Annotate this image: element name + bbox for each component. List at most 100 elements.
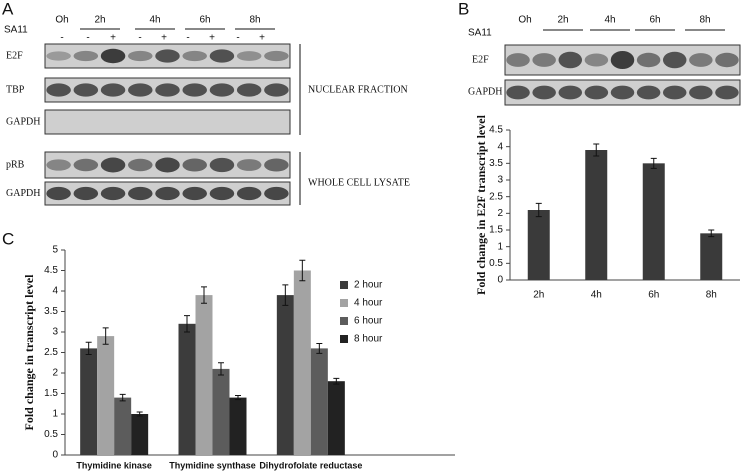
blot-band [209, 83, 235, 97]
blot-band [100, 186, 126, 201]
y-tick-label: 5 [52, 245, 58, 256]
time-label: 6h [649, 15, 660, 26]
treatment-label: SA11 [4, 25, 28, 36]
blot-band [236, 159, 262, 171]
error-bar [299, 259, 306, 282]
y-tick-label: 2 [497, 208, 503, 219]
x-tick-label: 8h [706, 290, 717, 301]
blot-band [209, 49, 235, 63]
x-tick-label: 6h [648, 290, 659, 301]
bar [310, 348, 328, 455]
error-bar [184, 315, 190, 333]
blot-band [264, 83, 289, 97]
time-label: 4h [149, 15, 160, 26]
blot-band [584, 53, 609, 67]
fraction-label: WHOLE CELL LYSATE [308, 177, 410, 188]
bar [293, 270, 311, 455]
sign-label: - [86, 33, 89, 44]
y-tick-label: 1 [497, 241, 503, 252]
blot-band [73, 50, 99, 62]
row-label: pRB [6, 159, 25, 170]
blot-band [182, 186, 207, 201]
blot-band [558, 85, 583, 100]
blot-band [182, 83, 207, 97]
sign-label: - [236, 33, 239, 44]
blot-band [558, 51, 583, 69]
error-bar [333, 377, 340, 385]
blot-band [236, 186, 262, 201]
blot-band [155, 49, 180, 63]
bar [178, 323, 196, 455]
bar [276, 295, 294, 455]
row-label: GAPDH [6, 188, 40, 199]
y-tick-label: 1 [52, 409, 58, 420]
blot-band [100, 157, 126, 173]
time-label: 2h [94, 15, 105, 26]
error-bar [235, 395, 241, 401]
row-label: GAPDH [6, 116, 40, 127]
error-bar [316, 342, 323, 354]
y-tick-label: 4.5 [489, 125, 503, 136]
blot-band [182, 158, 207, 172]
blot-band [46, 159, 71, 171]
y-axis-label: Fold change in transcript level [22, 274, 36, 431]
legend-label: 2 hour [354, 280, 383, 291]
y-tick-label: 4 [52, 286, 58, 297]
blot-band [128, 158, 153, 172]
y-tick-label: 3.5 [44, 306, 58, 317]
y-tick-label: 1.5 [44, 388, 58, 399]
x-tick-label: Thymidine synthase [169, 460, 256, 470]
blot-band [236, 51, 262, 61]
blot-band [209, 157, 235, 173]
blot-band [46, 51, 71, 61]
y-tick-label: 3.5 [489, 158, 503, 169]
error-bar [102, 327, 109, 345]
blot-band [636, 52, 661, 68]
blot-band [209, 186, 235, 201]
fraction-label: NUCLEAR FRACTION [308, 84, 408, 95]
y-tick-label: 2.5 [489, 191, 503, 202]
sign-label: + [110, 33, 116, 44]
blot-band [506, 53, 530, 67]
blot-band [73, 83, 99, 97]
panel-label: B [458, 0, 469, 18]
blot-band [662, 85, 687, 100]
blot-band [155, 83, 180, 97]
bar [131, 414, 149, 455]
y-tick-label: 2.5 [44, 347, 58, 358]
blot-band [100, 48, 126, 64]
error-bar [650, 157, 657, 169]
bar [700, 233, 723, 280]
y-tick-label: 3 [52, 327, 58, 338]
sign-label: + [161, 33, 167, 44]
blot-band [73, 186, 99, 201]
legend-swatch [340, 335, 348, 343]
x-tick-label: 4h [591, 290, 602, 301]
sign-label: - [138, 33, 141, 44]
y-axis-label: Fold change in E2F transcript level [474, 114, 488, 295]
bar [585, 150, 608, 280]
blot-band [264, 186, 289, 201]
bar [327, 381, 345, 455]
row-label: GAPDH [468, 86, 502, 97]
blot-band [584, 85, 609, 100]
blot-band [182, 50, 207, 62]
legend-label: 6 hour [354, 316, 383, 327]
bar [114, 397, 132, 455]
error-bar [85, 341, 92, 356]
time-label: 2h [557, 15, 568, 26]
error-bar [708, 229, 715, 238]
bar [80, 348, 98, 455]
sign-label: + [259, 33, 265, 44]
blot-band [128, 83, 153, 97]
row-label: TBP [6, 84, 25, 95]
blot-band [689, 53, 713, 67]
legend-swatch [340, 299, 348, 307]
error-bar [136, 411, 143, 417]
panel-label: A [2, 0, 14, 18]
blot-band [46, 83, 71, 97]
x-tick-label: Dihydrofolate reductase [259, 460, 362, 470]
blot-band [264, 50, 289, 62]
blot-band [715, 85, 739, 100]
